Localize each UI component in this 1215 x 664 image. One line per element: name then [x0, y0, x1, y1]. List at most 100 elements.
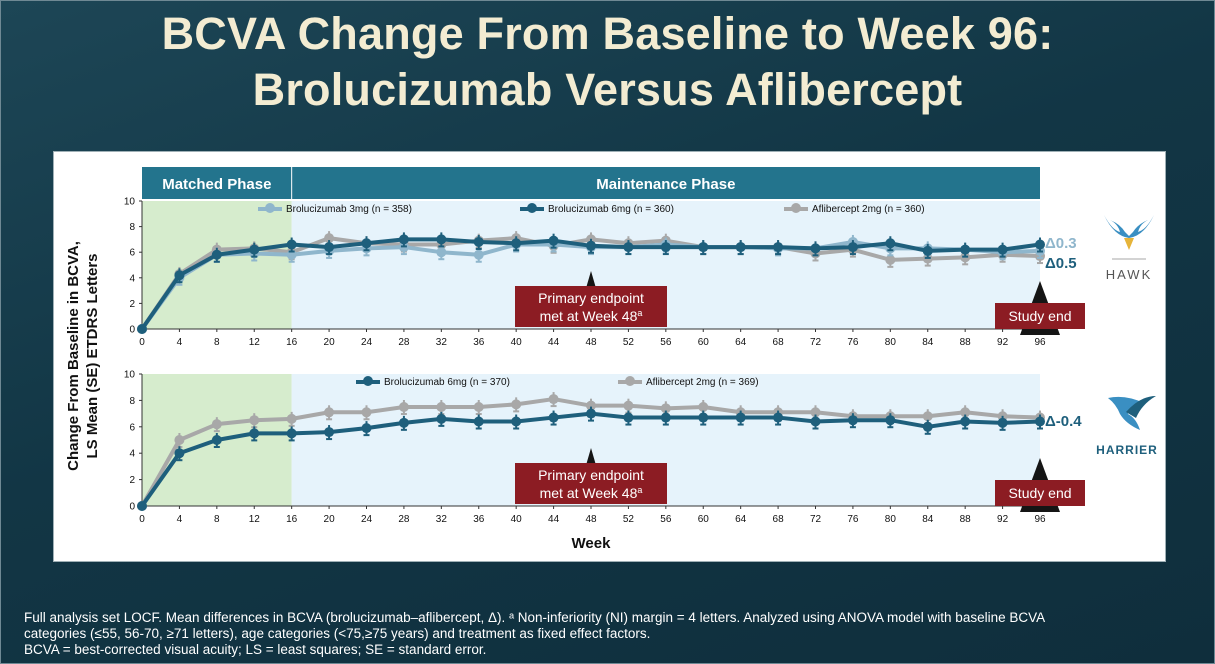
primary-endpoint-text-main: met at Week 48: [540, 308, 638, 324]
data-point: [286, 413, 297, 424]
data-point: [810, 407, 821, 418]
footnote-line-1: Full analysis set LOCF. Mean differences…: [24, 610, 1046, 625]
x-tick-label: 12: [249, 514, 261, 525]
data-point: [174, 448, 185, 459]
primary-endpoint-text-main: met at Week 48: [540, 485, 638, 501]
x-tick-label: 36: [473, 337, 485, 348]
x-tick-label: 32: [436, 514, 448, 525]
matched-phase-background: [142, 201, 292, 329]
data-point: [698, 412, 709, 423]
x-tick-label: 64: [735, 514, 747, 525]
data-point: [436, 402, 447, 412]
phase-header-maintenance: [291, 167, 1041, 199]
hawk-logo: HAWK: [1104, 215, 1154, 282]
x-tick-label: 72: [810, 514, 822, 525]
data-point: [436, 234, 447, 245]
x-tick-label: 80: [885, 337, 897, 348]
x-tick-label: 68: [773, 514, 785, 525]
data-point: [623, 242, 634, 253]
x-tick-label: 44: [548, 514, 560, 525]
study-end-box: [995, 480, 1085, 506]
data-point: [473, 416, 484, 427]
y-tick-label: 10: [124, 197, 136, 208]
legend-label: Aflibercept 2mg (n = 369): [646, 377, 759, 388]
legend-item: Brolucizumab 3mg (n = 358): [258, 203, 412, 215]
data-point: [137, 324, 147, 334]
title-line-1: BCVA Change From Baseline to Week 96:: [161, 8, 1054, 59]
primary-endpoint-text-line-2: met at Week 48a: [540, 308, 643, 324]
data-point: [286, 428, 297, 439]
data-point: [211, 419, 222, 430]
data-point: [174, 435, 185, 445]
data-point: [660, 412, 671, 423]
data-point: [548, 235, 559, 246]
y-tick-label: 8: [129, 396, 135, 407]
data-point: [660, 242, 671, 253]
x-tick-label: 8: [214, 514, 220, 525]
data-point: [548, 394, 559, 405]
primary-endpoint-text-line-2: met at Week 48a: [540, 485, 643, 501]
data-point: [249, 428, 260, 439]
data-point: [660, 403, 671, 414]
legend-swatch-marker: [527, 203, 537, 213]
x-tick-label: 88: [960, 337, 972, 348]
data-point: [810, 416, 821, 427]
data-point: [286, 239, 297, 250]
data-point: [473, 236, 484, 247]
data-point: [773, 412, 784, 423]
data-point: [473, 402, 484, 412]
x-tick-label: 4: [177, 514, 183, 525]
x-tick-label: 12: [249, 337, 261, 348]
x-tick-label: 96: [1034, 337, 1046, 348]
data-point: [249, 415, 260, 426]
data-point: [623, 412, 634, 423]
x-tick-label: 24: [361, 514, 373, 525]
data-point: [398, 417, 409, 428]
title-line-2: Brolucizumab Versus Aflibercept: [252, 64, 963, 115]
data-point: [361, 238, 372, 249]
data-point: [810, 243, 821, 254]
x-tick-label: 4: [177, 337, 183, 348]
x-tick-label: 32: [436, 337, 448, 348]
data-point: [324, 407, 335, 418]
data-point: [885, 254, 896, 265]
data-point: [324, 233, 335, 244]
x-tick-label: 52: [623, 514, 635, 525]
x-tick-label: 72: [810, 337, 822, 348]
x-tick-label: 76: [847, 337, 859, 348]
x-tick-label: 80: [885, 514, 897, 525]
data-point: [1035, 239, 1045, 250]
data-point: [511, 416, 522, 427]
data-point: [398, 234, 409, 245]
data-point: [960, 244, 971, 255]
y-tick-label: 4: [129, 449, 135, 460]
x-tick-label: 92: [997, 337, 1009, 348]
x-tick-label: 8: [214, 337, 220, 348]
x-tick-label: 0: [139, 337, 145, 348]
harrier-wing-icon: [1126, 396, 1156, 418]
legend-label: Aflibercept 2mg (n = 360): [812, 204, 925, 215]
x-tick-label: 48: [585, 514, 597, 525]
phase-label-matched: Matched Phase: [162, 176, 271, 193]
x-tick-label: 28: [398, 337, 410, 348]
data-point: [324, 242, 335, 253]
footnote-line-3: BCVA = best-corrected visual acuity; LS …: [24, 642, 487, 657]
y-tick-label: 10: [124, 370, 136, 381]
data-point: [698, 242, 709, 253]
data-point: [473, 249, 484, 260]
legend-label: Brolucizumab 6mg (n = 360): [548, 204, 674, 215]
x-tick-label: 56: [660, 337, 672, 348]
data-point: [997, 244, 1008, 255]
x-tick-label: 56: [660, 514, 672, 525]
x-tick-label: 84: [922, 514, 934, 525]
x-axis-label: Week: [572, 535, 612, 552]
primary-endpoint-superscript: a: [637, 308, 642, 318]
data-point: [735, 242, 746, 253]
x-tick-label: 16: [286, 337, 298, 348]
data-point: [511, 238, 522, 249]
legend-swatch-marker: [265, 203, 275, 213]
data-point: [511, 399, 522, 410]
x-tick-label: 36: [473, 514, 485, 525]
study-end-label: Study end: [1008, 308, 1071, 324]
data-point: [548, 412, 559, 423]
